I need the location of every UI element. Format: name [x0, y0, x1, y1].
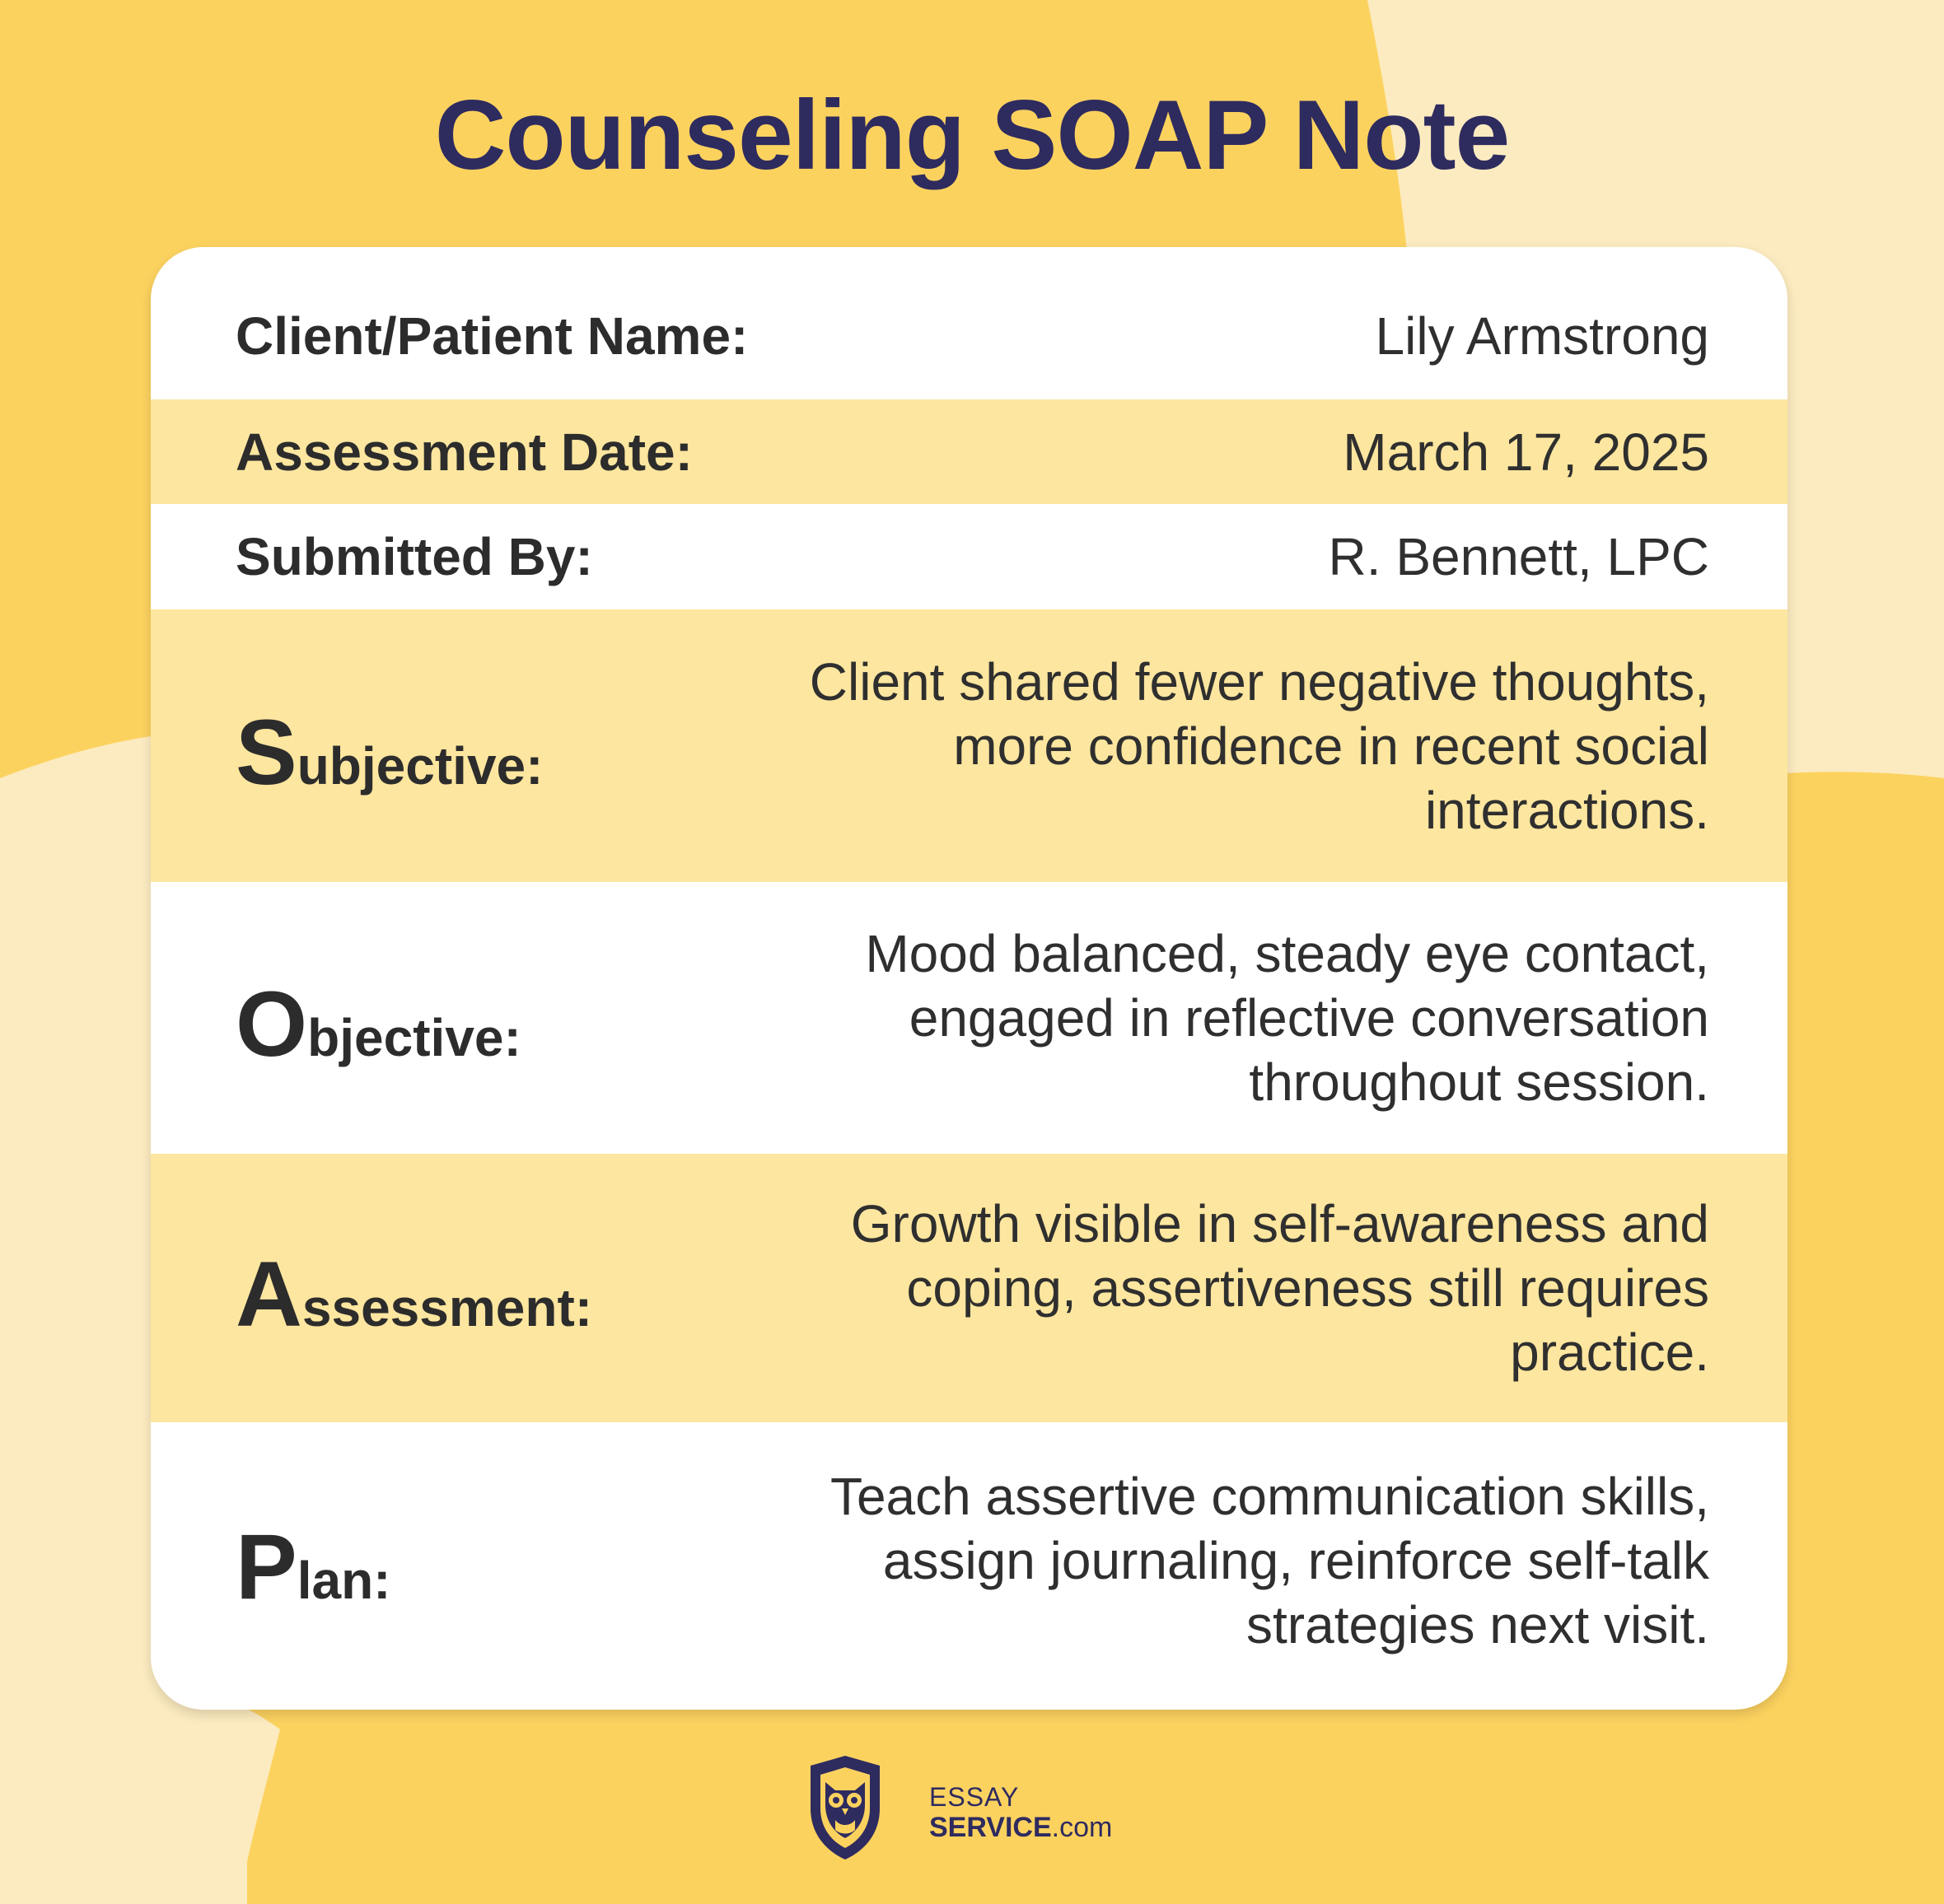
- assessment-label-rest: ssessment:: [301, 1278, 593, 1337]
- plan-label: Plan:: [236, 1520, 391, 1613]
- objective-line: throughout session.: [1249, 1052, 1709, 1112]
- subjective-line: more confidence in recent social: [953, 716, 1709, 776]
- plan-line: assign journaling, reinforce self-talk: [882, 1530, 1709, 1590]
- objective-line: engaged in reflective conversation: [909, 988, 1709, 1048]
- header-row-submitted: Submitted By: R. Bennett, LPC: [151, 504, 1787, 609]
- logo-text-service: SERVICE.com: [929, 1812, 1113, 1843]
- assessment-line: Growth visible in self-awareness and: [850, 1194, 1709, 1253]
- objective-label-rest: bjective:: [307, 1008, 521, 1067]
- assessment-line: practice.: [1510, 1323, 1709, 1382]
- assessment-label: Assessment:: [236, 1248, 592, 1341]
- essay-service-logo[interactable]: ESSAY SERVICE.com: [807, 1754, 1153, 1861]
- page-title: Counseling SOAP Note: [434, 80, 1511, 190]
- plan-label-rest: lan:: [297, 1550, 391, 1610]
- subjective-line: Client shared fewer negative thoughts,: [809, 651, 1709, 712]
- assessment-text: Growth visible in self-awareness and cop…: [851, 1192, 1709, 1384]
- soap-note-card: Client/Patient Name: Lily Armstrong Asse…: [151, 247, 1787, 1710]
- objective-text: Mood balanced, steady eye contact, engag…: [865, 922, 1709, 1114]
- assessment-line: coping, assertiveness still requires: [906, 1258, 1709, 1318]
- owl-shield-icon: [811, 1756, 880, 1860]
- plan-text: Teach assertive communication skills, as…: [830, 1464, 1709, 1657]
- subjective-line: interactions.: [1424, 780, 1709, 840]
- subjective-label-rest: ubjective:: [297, 735, 544, 796]
- logo-text-essay: ESSAY: [929, 1782, 1020, 1812]
- assessment-date-label: Assessment Date:: [236, 422, 693, 482]
- assessment-initial: A: [236, 1243, 302, 1346]
- plan-line: strategies next visit.: [1246, 1594, 1709, 1654]
- plan-initial: P: [236, 1514, 297, 1618]
- submitted-by-label: Submitted By:: [236, 527, 593, 586]
- soap-row-plan: Plan: Teach assertive communication skil…: [151, 1422, 1787, 1710]
- client-name-label: Client/Patient Name:: [236, 306, 749, 366]
- plan-line: Teach assertive communication skills,: [829, 1466, 1709, 1526]
- client-name-value: Lily Armstrong: [1375, 306, 1709, 366]
- header-row-client: Client/Patient Name: Lily Armstrong: [151, 247, 1787, 399]
- soap-row-assessment: Assessment: Growth visible in self-aware…: [151, 1154, 1787, 1422]
- objective-initial: O: [236, 973, 308, 1076]
- submitted-by-value: R. Bennett, LPC: [1328, 527, 1709, 586]
- objective-line: Mood balanced, steady eye contact,: [865, 924, 1709, 983]
- objective-label: Objective:: [236, 978, 521, 1071]
- assessment-date-value: March 17, 2025: [1343, 422, 1709, 482]
- subjective-text: Client shared fewer negative thoughts, m…: [810, 650, 1709, 842]
- soap-row-objective: Objective: Mood balanced, steady eye con…: [151, 882, 1787, 1154]
- subjective-initial: S: [236, 700, 297, 804]
- subjective-label: Subjective:: [236, 706, 544, 799]
- soap-row-subjective: Subjective: Client shared fewer negative…: [151, 609, 1787, 882]
- header-row-date: Assessment Date: March 17, 2025: [151, 399, 1787, 504]
